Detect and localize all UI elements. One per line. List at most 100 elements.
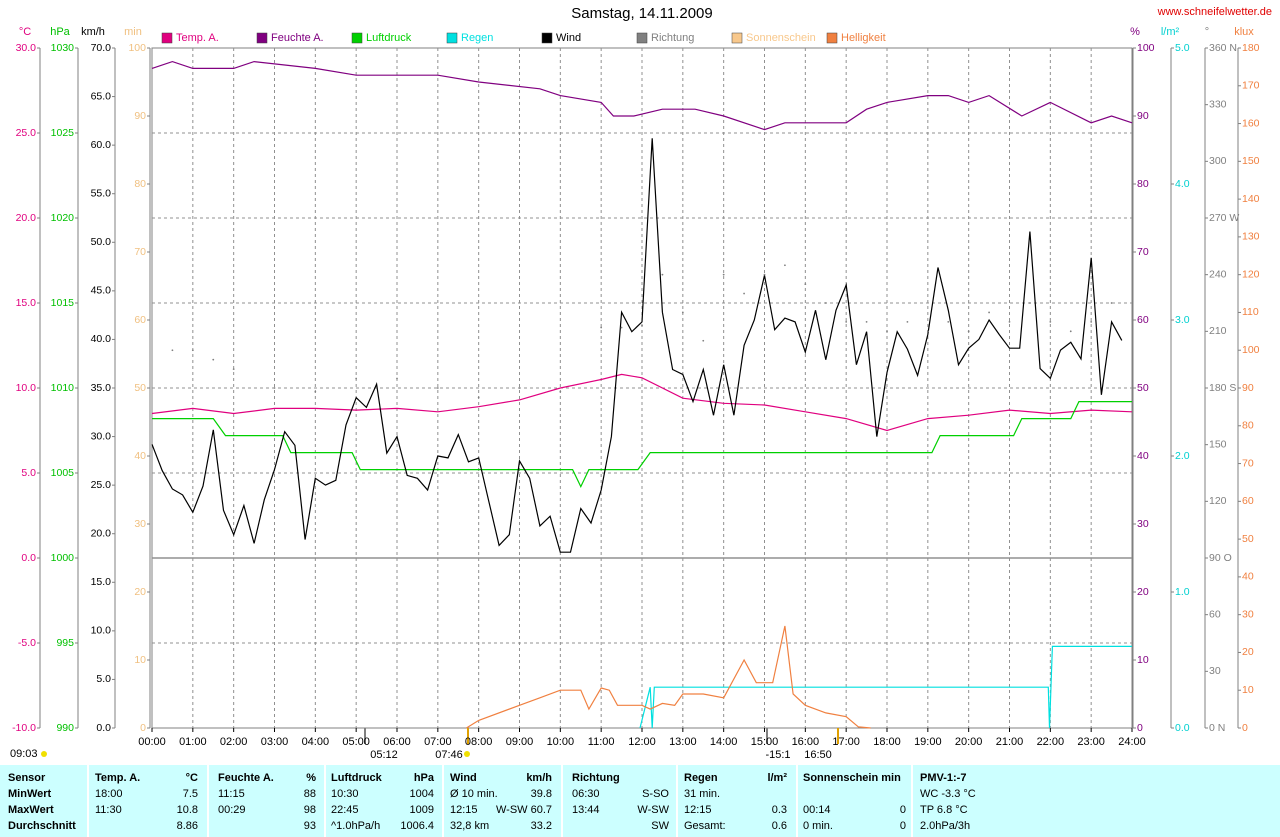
y-tick-label: 45.0 <box>91 285 112 297</box>
legend-label: Feuchte A. <box>271 32 324 44</box>
direction-dot <box>171 349 174 352</box>
y-tick-label: 995 <box>56 637 74 649</box>
y-tick-label: 1010 <box>51 382 75 394</box>
direction-dot <box>886 330 888 333</box>
y-tick-label: 50 <box>134 382 146 394</box>
y-tick-label: 50 <box>1242 533 1254 545</box>
y-tick-label: 1.0 <box>1175 586 1190 598</box>
table-cell: 98 <box>304 804 316 816</box>
annotation: -15:1 <box>765 749 790 761</box>
direction-dot <box>1049 320 1052 323</box>
x-tick-label: 13:00 <box>669 736 697 748</box>
table-cell: 33.2 <box>531 820 552 832</box>
y-tick-label: 60 <box>1242 495 1254 507</box>
x-tick-label: 22:00 <box>1037 736 1065 748</box>
y-tick-label: 2.0 <box>1175 450 1190 462</box>
table-cell: PMV-1:-7 <box>920 772 966 784</box>
y-tick-label: 55.0 <box>91 187 112 199</box>
x-tick-label: 23:00 <box>1077 736 1105 748</box>
x-tick-label: 02:00 <box>220 736 248 748</box>
y-tick-label: 300 <box>1209 155 1227 167</box>
table-cell: Wind <box>450 772 477 784</box>
direction-dot <box>763 273 766 276</box>
chart-title: Samstag, 14.11.2009 <box>571 5 713 22</box>
x-tick-label: 21:00 <box>996 736 1024 748</box>
y-tick-label: 20.0 <box>91 527 112 539</box>
direction-dot <box>600 326 603 329</box>
y-tick-label: 1000 <box>51 552 75 564</box>
y-tick-label: 5.0 <box>1175 42 1190 54</box>
axis-unit: km/h <box>81 26 105 38</box>
x-tick-label: 16:00 <box>792 736 820 748</box>
y-tick-label: 10.0 <box>16 382 37 394</box>
annotation: 09:03 <box>10 748 38 760</box>
table-cell: Durchschnitt <box>8 820 76 832</box>
y-tick-label: 35.0 <box>91 382 112 394</box>
y-tick-label: 65.0 <box>91 90 112 102</box>
direction-dot <box>865 320 868 323</box>
y-tick-label: 1005 <box>51 467 75 479</box>
y-tick-label: 3.0 <box>1175 314 1190 326</box>
direction-dot <box>926 330 929 333</box>
table-cell: °C <box>186 772 198 784</box>
direction-dot <box>722 273 725 276</box>
legend-label: Luftdruck <box>366 32 412 44</box>
table-cell: W-SW 60.7 <box>496 804 552 816</box>
table-cell: Luftdruck <box>331 772 383 784</box>
direction-dot <box>1069 330 1072 333</box>
table-cell: Temp. A. <box>95 772 140 784</box>
y-tick-label: -10.0 <box>12 722 36 734</box>
y-tick-label: 10 <box>1242 684 1254 696</box>
table-cell: 2.0hPa/3h <box>920 820 970 832</box>
y-tick-label: 80 <box>1242 420 1254 432</box>
y-tick-label: 60.0 <box>91 139 112 151</box>
x-tick-label: 01:00 <box>179 736 207 748</box>
table-cell: 0 <box>900 804 906 816</box>
y-tick-label: 120 <box>1242 268 1260 280</box>
y-tick-label: 70.0 <box>91 42 112 54</box>
direction-dot <box>396 377 398 380</box>
direction-dot <box>1110 302 1113 304</box>
table-cell: Regen <box>684 772 718 784</box>
legend-label: Richtung <box>651 32 694 44</box>
table-cell: MaxWert <box>8 804 54 816</box>
direction-dot <box>436 387 439 389</box>
table-cell: W-SW <box>637 804 669 816</box>
y-tick-label: 90 <box>1137 110 1149 122</box>
axis-unit: % <box>1130 26 1140 38</box>
y-tick-label: 30.0 <box>16 42 37 54</box>
table-cell: % <box>306 772 316 784</box>
table-cell: Richtung <box>572 772 620 784</box>
table-cell: 39.8 <box>531 788 552 800</box>
y-tick-label: 1020 <box>51 212 75 224</box>
legend-swatch <box>731 32 743 44</box>
x-tick-label: 10:00 <box>547 736 575 748</box>
y-tick-label: 90 O <box>1209 552 1232 564</box>
table-cell: km/h <box>526 772 552 784</box>
x-tick-label: 24:00 <box>1118 736 1146 748</box>
y-tick-label: 15.0 <box>16 297 37 309</box>
y-tick-label: 0 <box>1137 722 1143 734</box>
axis-unit: klux <box>1234 26 1254 38</box>
direction-dot <box>477 396 480 399</box>
y-tick-label: 30.0 <box>91 430 112 442</box>
table-cell: TP 6.8 °C <box>920 804 968 816</box>
y-tick-label: -5.0 <box>18 637 36 649</box>
y-tick-label: 80 <box>1137 178 1149 190</box>
table-cell: 1006.4 <box>400 820 434 832</box>
table-cell: 88 <box>304 788 316 800</box>
direction-dot <box>1008 320 1011 323</box>
direction-dot <box>967 330 970 333</box>
x-tick-label: 17:00 <box>832 736 860 748</box>
table-cell: 12:15 <box>684 804 712 816</box>
direction-dot <box>743 292 745 295</box>
direction-dot <box>824 302 827 304</box>
x-tick-label: 00:00 <box>138 736 166 748</box>
direction-dot <box>641 324 643 327</box>
y-tick-label: 20.0 <box>16 212 37 224</box>
annotation: 16:50 <box>804 749 832 761</box>
y-tick-label: 100 <box>1242 344 1260 356</box>
direction-dot <box>804 283 807 286</box>
y-tick-label: 80 <box>134 178 146 190</box>
